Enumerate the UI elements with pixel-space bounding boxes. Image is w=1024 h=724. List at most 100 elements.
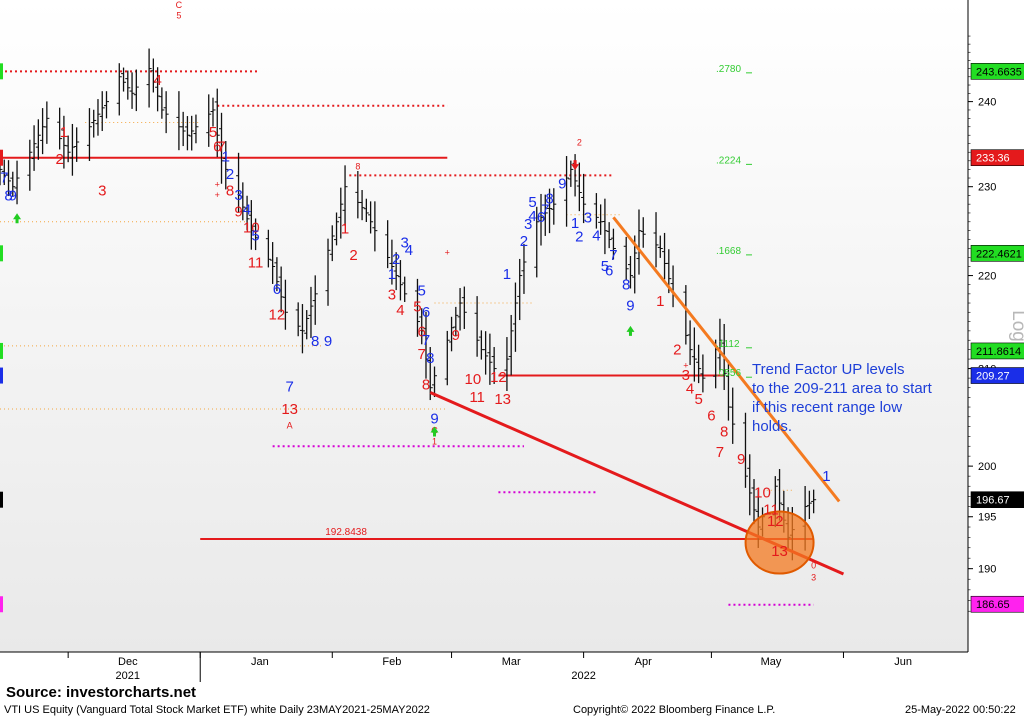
sequential-count-label: 1 bbox=[388, 266, 396, 283]
x-month-label: Feb bbox=[382, 656, 401, 668]
x-month-label: Mar bbox=[502, 656, 521, 668]
sequential-count-label: 13 bbox=[281, 401, 298, 418]
count-marker: 1 bbox=[432, 436, 437, 446]
sequential-count-label: 7 bbox=[609, 247, 617, 264]
sequential-count-label: 1 bbox=[822, 468, 830, 485]
x-year-label: 2021 bbox=[116, 670, 140, 682]
price-tag-left-marker bbox=[0, 342, 3, 359]
annotation-line: if this recent range low bbox=[752, 399, 903, 416]
sequential-count-label: 10 bbox=[243, 219, 260, 236]
x-month-label: Dec bbox=[118, 656, 138, 668]
sequential-count-label: 6 bbox=[537, 209, 545, 226]
x-year-label: 2022 bbox=[571, 670, 595, 682]
y-tick-label: 230 bbox=[978, 182, 996, 194]
annotation-line: Trend Factor UP levels bbox=[752, 361, 905, 378]
sequential-count-label: 11 bbox=[248, 254, 264, 271]
count-marker: 3 bbox=[811, 572, 816, 582]
price-tag bbox=[970, 149, 1024, 167]
footer-timestamp: 25-May-2022 00:50:22 bbox=[905, 704, 1016, 716]
count-marker: 5 bbox=[176, 10, 181, 20]
sequential-count-label: 4 bbox=[405, 242, 413, 259]
highlight-circle bbox=[744, 510, 815, 575]
annotation-line: to the 209-211 area to start bbox=[752, 380, 932, 397]
sequential-count-label: 8 bbox=[422, 377, 430, 394]
x-month-label: May bbox=[761, 656, 782, 668]
sequential-count-label: 13 bbox=[494, 391, 511, 408]
y-tick-label: 240 bbox=[978, 97, 996, 109]
sequential-count-label: 7 bbox=[418, 346, 426, 363]
y-tick-label: 195 bbox=[978, 512, 996, 524]
price-tag-left-marker bbox=[0, 63, 3, 80]
price-tag-label: 196.67 bbox=[976, 495, 1010, 507]
sequential-count-label: 6 bbox=[605, 263, 613, 280]
y-tick-label: 200 bbox=[978, 461, 996, 473]
price-tag bbox=[970, 63, 1024, 80]
sequential-count-label: 3 bbox=[388, 286, 396, 303]
sequential-count-label: 5 bbox=[413, 298, 421, 315]
sequential-count-label: 8 bbox=[4, 188, 12, 205]
sequential-count-label: 9 bbox=[234, 203, 242, 220]
log-scale-label: Log bbox=[1008, 310, 1024, 342]
down-arrow-icon bbox=[571, 160, 580, 171]
sequential-count-label: 3 bbox=[234, 187, 242, 204]
plot-background bbox=[0, 0, 968, 652]
sequential-count-label: 9 bbox=[9, 188, 17, 205]
sequential-count-label: 9 bbox=[452, 327, 460, 344]
sequential-count-label: 9 bbox=[737, 451, 745, 468]
price-tag-label: 243.6635 bbox=[976, 66, 1022, 78]
sequential-count-label: 7 bbox=[0, 169, 8, 186]
sequential-count-label: 9 bbox=[430, 411, 438, 428]
sequential-count-label: 2 bbox=[226, 166, 234, 183]
sequential-count-label: 4 bbox=[153, 72, 161, 89]
x-month-label: Jun bbox=[894, 656, 912, 668]
sequential-count-label: 5 bbox=[209, 124, 217, 141]
sequential-count-label: 5 bbox=[528, 194, 536, 211]
sequential-count-label: 2 bbox=[392, 251, 400, 268]
price-tag-label: 211.8614 bbox=[976, 346, 1021, 358]
sequential-count-label: 4 bbox=[592, 227, 600, 244]
sequential-count-label: 8 bbox=[426, 350, 434, 367]
sequential-count-label: 7 bbox=[716, 444, 724, 461]
sequential-count-label: 2 bbox=[673, 341, 681, 358]
fib-level-label: .0556 bbox=[716, 368, 741, 379]
price-tag-left-marker bbox=[0, 245, 3, 262]
sequential-count-label: 4 bbox=[396, 302, 404, 319]
count-marker: + bbox=[215, 180, 220, 190]
price-tag bbox=[970, 595, 1024, 613]
price-tag-label: 209.27 bbox=[976, 371, 1010, 383]
sequential-count-label: 10 bbox=[754, 484, 771, 501]
sequential-count-label: 8 bbox=[622, 276, 630, 293]
up-arrow-icon bbox=[626, 325, 635, 336]
sequential-count-label: 7 bbox=[422, 332, 430, 349]
sequential-count-label: 11 bbox=[763, 502, 779, 519]
sequential-count-label: 1 bbox=[60, 124, 68, 141]
sequential-count-label: 8 bbox=[720, 423, 728, 440]
price-tag bbox=[970, 367, 1024, 384]
trend-line bbox=[612, 216, 841, 503]
sequential-count-label: 1 bbox=[503, 266, 511, 283]
sequential-count-label: 3 bbox=[584, 210, 592, 227]
sequential-count-label: 4 bbox=[686, 380, 694, 397]
sequential-count-label: 5 bbox=[418, 283, 426, 300]
sequential-count-label: 8 bbox=[311, 333, 319, 350]
sequential-count-label: 1 bbox=[341, 220, 349, 237]
sequential-count-label: 11 bbox=[469, 389, 485, 406]
x-month-label: Apr bbox=[635, 656, 652, 668]
source-credit: Source: investorcharts.net bbox=[6, 684, 197, 701]
sequential-count-label: 3 bbox=[524, 216, 532, 233]
sequential-count-label: 5 bbox=[601, 258, 609, 275]
sequential-count-label: 12 bbox=[490, 369, 507, 386]
sequential-count-label: 2 bbox=[349, 247, 357, 264]
fib-level-label: .2780 bbox=[716, 64, 741, 75]
count-marker: + bbox=[445, 248, 450, 258]
sequential-count-label: 10 bbox=[465, 371, 482, 388]
y-tick-label: 190 bbox=[978, 564, 996, 576]
price-tag-label: 222.4621 bbox=[976, 248, 1022, 260]
price-tag-left-marker bbox=[0, 367, 3, 384]
sequential-count-label: 12 bbox=[269, 307, 286, 324]
up-arrow-icon bbox=[13, 213, 22, 224]
sequential-count-label: 12 bbox=[767, 513, 784, 530]
sequential-count-label: 5 bbox=[694, 391, 702, 408]
